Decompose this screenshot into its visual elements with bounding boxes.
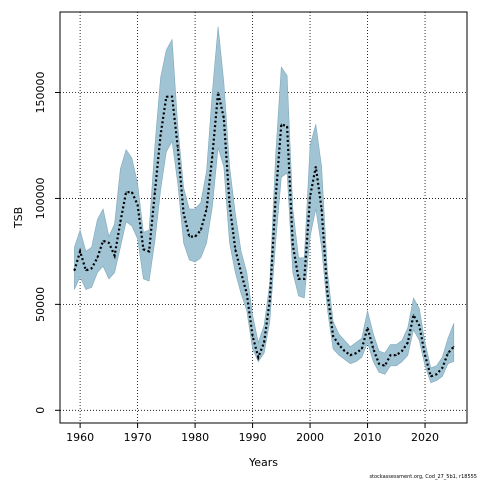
tsb-point (412, 314, 415, 316)
tsb-point (372, 348, 374, 350)
x-tick-label: 1980 (181, 431, 209, 444)
tsb-point (269, 299, 271, 301)
tsb-point (384, 365, 386, 367)
tsb-point (326, 291, 328, 293)
tsb-point (292, 244, 294, 246)
x-axis: 1960 1970 1980 1990 2000 2010 2020 (66, 423, 439, 444)
tsb-point (182, 212, 185, 214)
plot-frame (59, 11, 468, 424)
tsb-point (424, 354, 426, 356)
tsb-point (114, 255, 116, 257)
tsb-point (137, 204, 139, 206)
tsb-point (395, 354, 397, 356)
x-tick-label: 1970 (124, 431, 152, 444)
tsb-point (188, 235, 190, 238)
tsb-point (177, 146, 179, 149)
tsb-point (160, 134, 162, 136)
confidence-band (74, 26, 455, 384)
tsb-point (263, 341, 265, 344)
tsb-point (435, 373, 438, 375)
tsb-point (401, 350, 403, 352)
tsb-point (407, 341, 409, 344)
tsb-point (96, 257, 98, 259)
tsb-point (211, 155, 213, 157)
y-axis-title: TSB (12, 207, 25, 229)
tsb-point (297, 278, 300, 280)
tsb-point (366, 327, 369, 329)
tsb-point (131, 191, 133, 193)
tsb-point (102, 240, 104, 242)
tsb-point (378, 363, 380, 365)
tsb-point (234, 248, 236, 250)
tsb-point (125, 191, 127, 193)
tsb-point (338, 344, 340, 346)
tsb-point (228, 204, 231, 206)
x-tick-label: 2000 (296, 431, 324, 444)
source-caption: stockassessment.org, Cod_27_5b1, r18555 (369, 474, 477, 480)
tsb-point (165, 96, 167, 98)
tsb-point (246, 293, 248, 295)
tsb-point (85, 269, 87, 272)
x-tick-label: 2010 (354, 431, 382, 444)
tsb-point (280, 123, 282, 125)
tsb-point (315, 166, 317, 168)
tsb-point (418, 324, 420, 327)
tsb-point (274, 197, 277, 200)
tsb-point (200, 229, 202, 231)
tsb-point (148, 250, 150, 252)
tsb-point (205, 208, 208, 210)
tsb-point (355, 352, 357, 354)
tsb-point (361, 348, 363, 350)
tsb-point (73, 269, 75, 272)
tsb-point (343, 350, 346, 352)
tsb-point (142, 248, 144, 250)
tsb-point (441, 367, 443, 369)
x-tick-label: 1960 (66, 431, 94, 444)
tsb-point (349, 354, 351, 356)
x-axis-title: Years (248, 456, 278, 469)
tsb-point (332, 335, 334, 337)
tsb-point (447, 352, 449, 354)
estimate-points (73, 91, 455, 377)
y-tick-label: 0 (34, 407, 47, 414)
tsb-point (154, 191, 156, 193)
tsb-point (320, 208, 323, 210)
y-axis: 0 50000 100000 150000 (34, 72, 60, 414)
tsb-point (240, 271, 242, 274)
tsb-point (453, 346, 455, 348)
tsb-point (430, 375, 432, 377)
tsb-point (223, 117, 225, 119)
y-tick-label: 150000 (34, 72, 47, 114)
tsb-point (309, 195, 311, 197)
x-tick-label: 1990 (239, 431, 267, 444)
tsb-point (389, 354, 392, 356)
tsb-point (303, 278, 305, 280)
tsb-point (217, 91, 219, 94)
y-tick-label: 100000 (34, 177, 47, 219)
tsb-point (251, 335, 254, 337)
tsb-point (119, 221, 121, 223)
tsb-point (79, 250, 81, 252)
x-tick-label: 2020 (411, 431, 439, 444)
tsb-point (257, 356, 259, 358)
tsb-point (194, 235, 196, 238)
tsb-point (171, 96, 173, 98)
y-tick-label: 50000 (34, 287, 47, 322)
tsb-point (286, 125, 288, 128)
tsb-point (91, 267, 93, 269)
tsb-point (108, 242, 110, 244)
